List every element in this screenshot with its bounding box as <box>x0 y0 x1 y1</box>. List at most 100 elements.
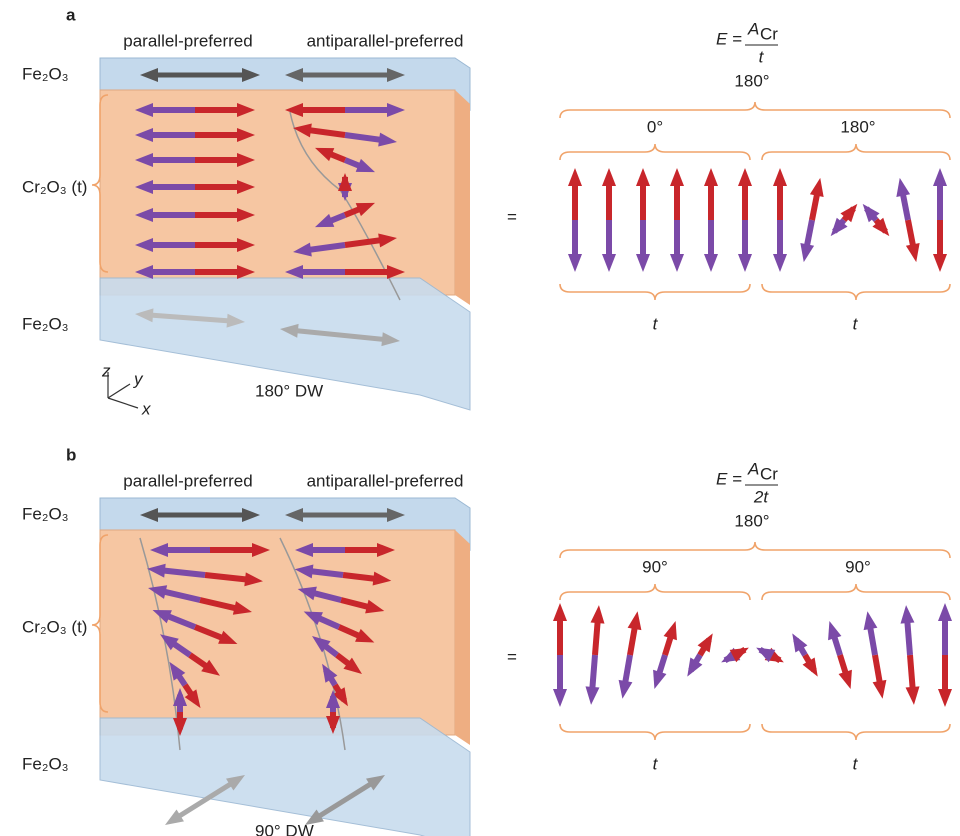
spin-arrow <box>553 603 567 707</box>
fe-moment <box>311 777 379 823</box>
spin-arrow <box>303 611 375 643</box>
label: 2t <box>753 487 769 506</box>
panel: b parallel-preferred antiparallel-preferre… <box>22 445 952 836</box>
arrow-shaft <box>344 236 383 248</box>
arrow-head <box>326 690 340 708</box>
arrow-head <box>295 543 313 557</box>
arrow-head <box>905 243 920 263</box>
fe-moment-head <box>285 68 303 82</box>
arrow-head <box>377 543 395 557</box>
arrow-head <box>135 153 153 167</box>
arrow-head <box>285 265 303 279</box>
fe-moment <box>145 312 235 324</box>
arrow-shaft <box>342 572 379 583</box>
label: antiparallel-preferred <box>307 31 464 50</box>
brace <box>559 583 751 601</box>
arrow-head <box>704 254 718 272</box>
arrow-shaft <box>162 567 206 578</box>
label: = <box>507 647 517 666</box>
arrow-head <box>933 168 947 186</box>
arrow-head <box>697 633 713 653</box>
arrow-head <box>312 635 331 653</box>
fe-moment-head <box>285 508 303 522</box>
arrow-head <box>938 603 952 621</box>
arrow-head <box>135 103 153 117</box>
spin-arrow <box>687 633 713 677</box>
arrow-head <box>553 689 567 707</box>
arrow-head <box>135 128 153 142</box>
arrow-head <box>738 168 752 186</box>
arrow-head <box>838 669 852 690</box>
label: parallel-preferred <box>123 471 252 490</box>
spin-arrow <box>670 168 684 272</box>
arrow-head <box>315 147 335 162</box>
arrow-head <box>773 254 787 272</box>
arrow-head <box>293 123 312 138</box>
label: Cr₂O₃ (t) <box>22 617 87 636</box>
arrow-head <box>173 718 187 736</box>
spin-arrow <box>135 238 255 252</box>
arrow-head <box>303 611 323 626</box>
arrow-shaft <box>907 654 916 692</box>
arrow-head <box>160 634 179 651</box>
label: 180° <box>734 71 769 90</box>
arrow-head <box>322 663 338 683</box>
arrow-head <box>315 213 335 228</box>
fe-moment-head <box>140 68 158 82</box>
spin-arrow <box>773 168 787 272</box>
arrow-head <box>237 128 255 142</box>
label: antiparallel-preferred <box>307 471 464 490</box>
arrow-head <box>896 177 911 197</box>
brace <box>559 541 951 559</box>
arrow-head <box>905 686 920 705</box>
label: b <box>66 445 76 464</box>
arrow-head <box>663 620 677 641</box>
spin-arrow <box>800 177 824 263</box>
label: Cr₂O₃ (t) <box>22 177 87 196</box>
spin-arrow <box>568 168 582 272</box>
fe-moment <box>171 777 239 823</box>
arrow-shaft <box>307 567 344 578</box>
arrow-head <box>553 603 567 621</box>
arrow-head <box>729 647 749 663</box>
label: 90° <box>845 557 871 576</box>
label: 180° <box>840 117 875 136</box>
arrow-shaft <box>193 624 227 643</box>
brace <box>761 143 951 161</box>
spin-arrow <box>294 564 392 586</box>
brace <box>559 283 751 301</box>
spin-arrow <box>152 610 238 644</box>
spin-arrow <box>315 147 375 173</box>
label: t <box>759 47 765 66</box>
arrow-head <box>232 601 252 615</box>
arrow-head <box>147 563 166 578</box>
spin-arrow <box>862 203 890 237</box>
spin-arrow <box>828 620 852 690</box>
spin-arrow <box>293 233 397 257</box>
axes <box>107 372 139 409</box>
arrow-head <box>355 202 375 217</box>
arrow-head <box>792 633 808 653</box>
arrow-head <box>201 659 220 676</box>
arrow-head <box>568 168 582 186</box>
arrow-head <box>809 177 824 197</box>
arrow-shaft <box>592 618 601 656</box>
label: 180° <box>734 511 769 530</box>
arrow-head <box>830 217 848 237</box>
label: E = <box>716 469 742 488</box>
fe-moment-head <box>280 323 299 338</box>
spin-arrow <box>602 168 616 272</box>
arrow-head <box>802 657 818 677</box>
spin-arrow <box>653 620 677 690</box>
arrow-head <box>636 168 650 186</box>
arrow-head <box>704 168 718 186</box>
arrow-shaft <box>307 126 346 138</box>
cr-block-side <box>455 530 470 745</box>
label: a <box>66 5 76 24</box>
label: = <box>507 207 517 226</box>
arrow-head <box>237 238 255 252</box>
brace <box>559 101 951 119</box>
spin-arrow <box>135 265 255 279</box>
arrow-head <box>326 716 340 734</box>
